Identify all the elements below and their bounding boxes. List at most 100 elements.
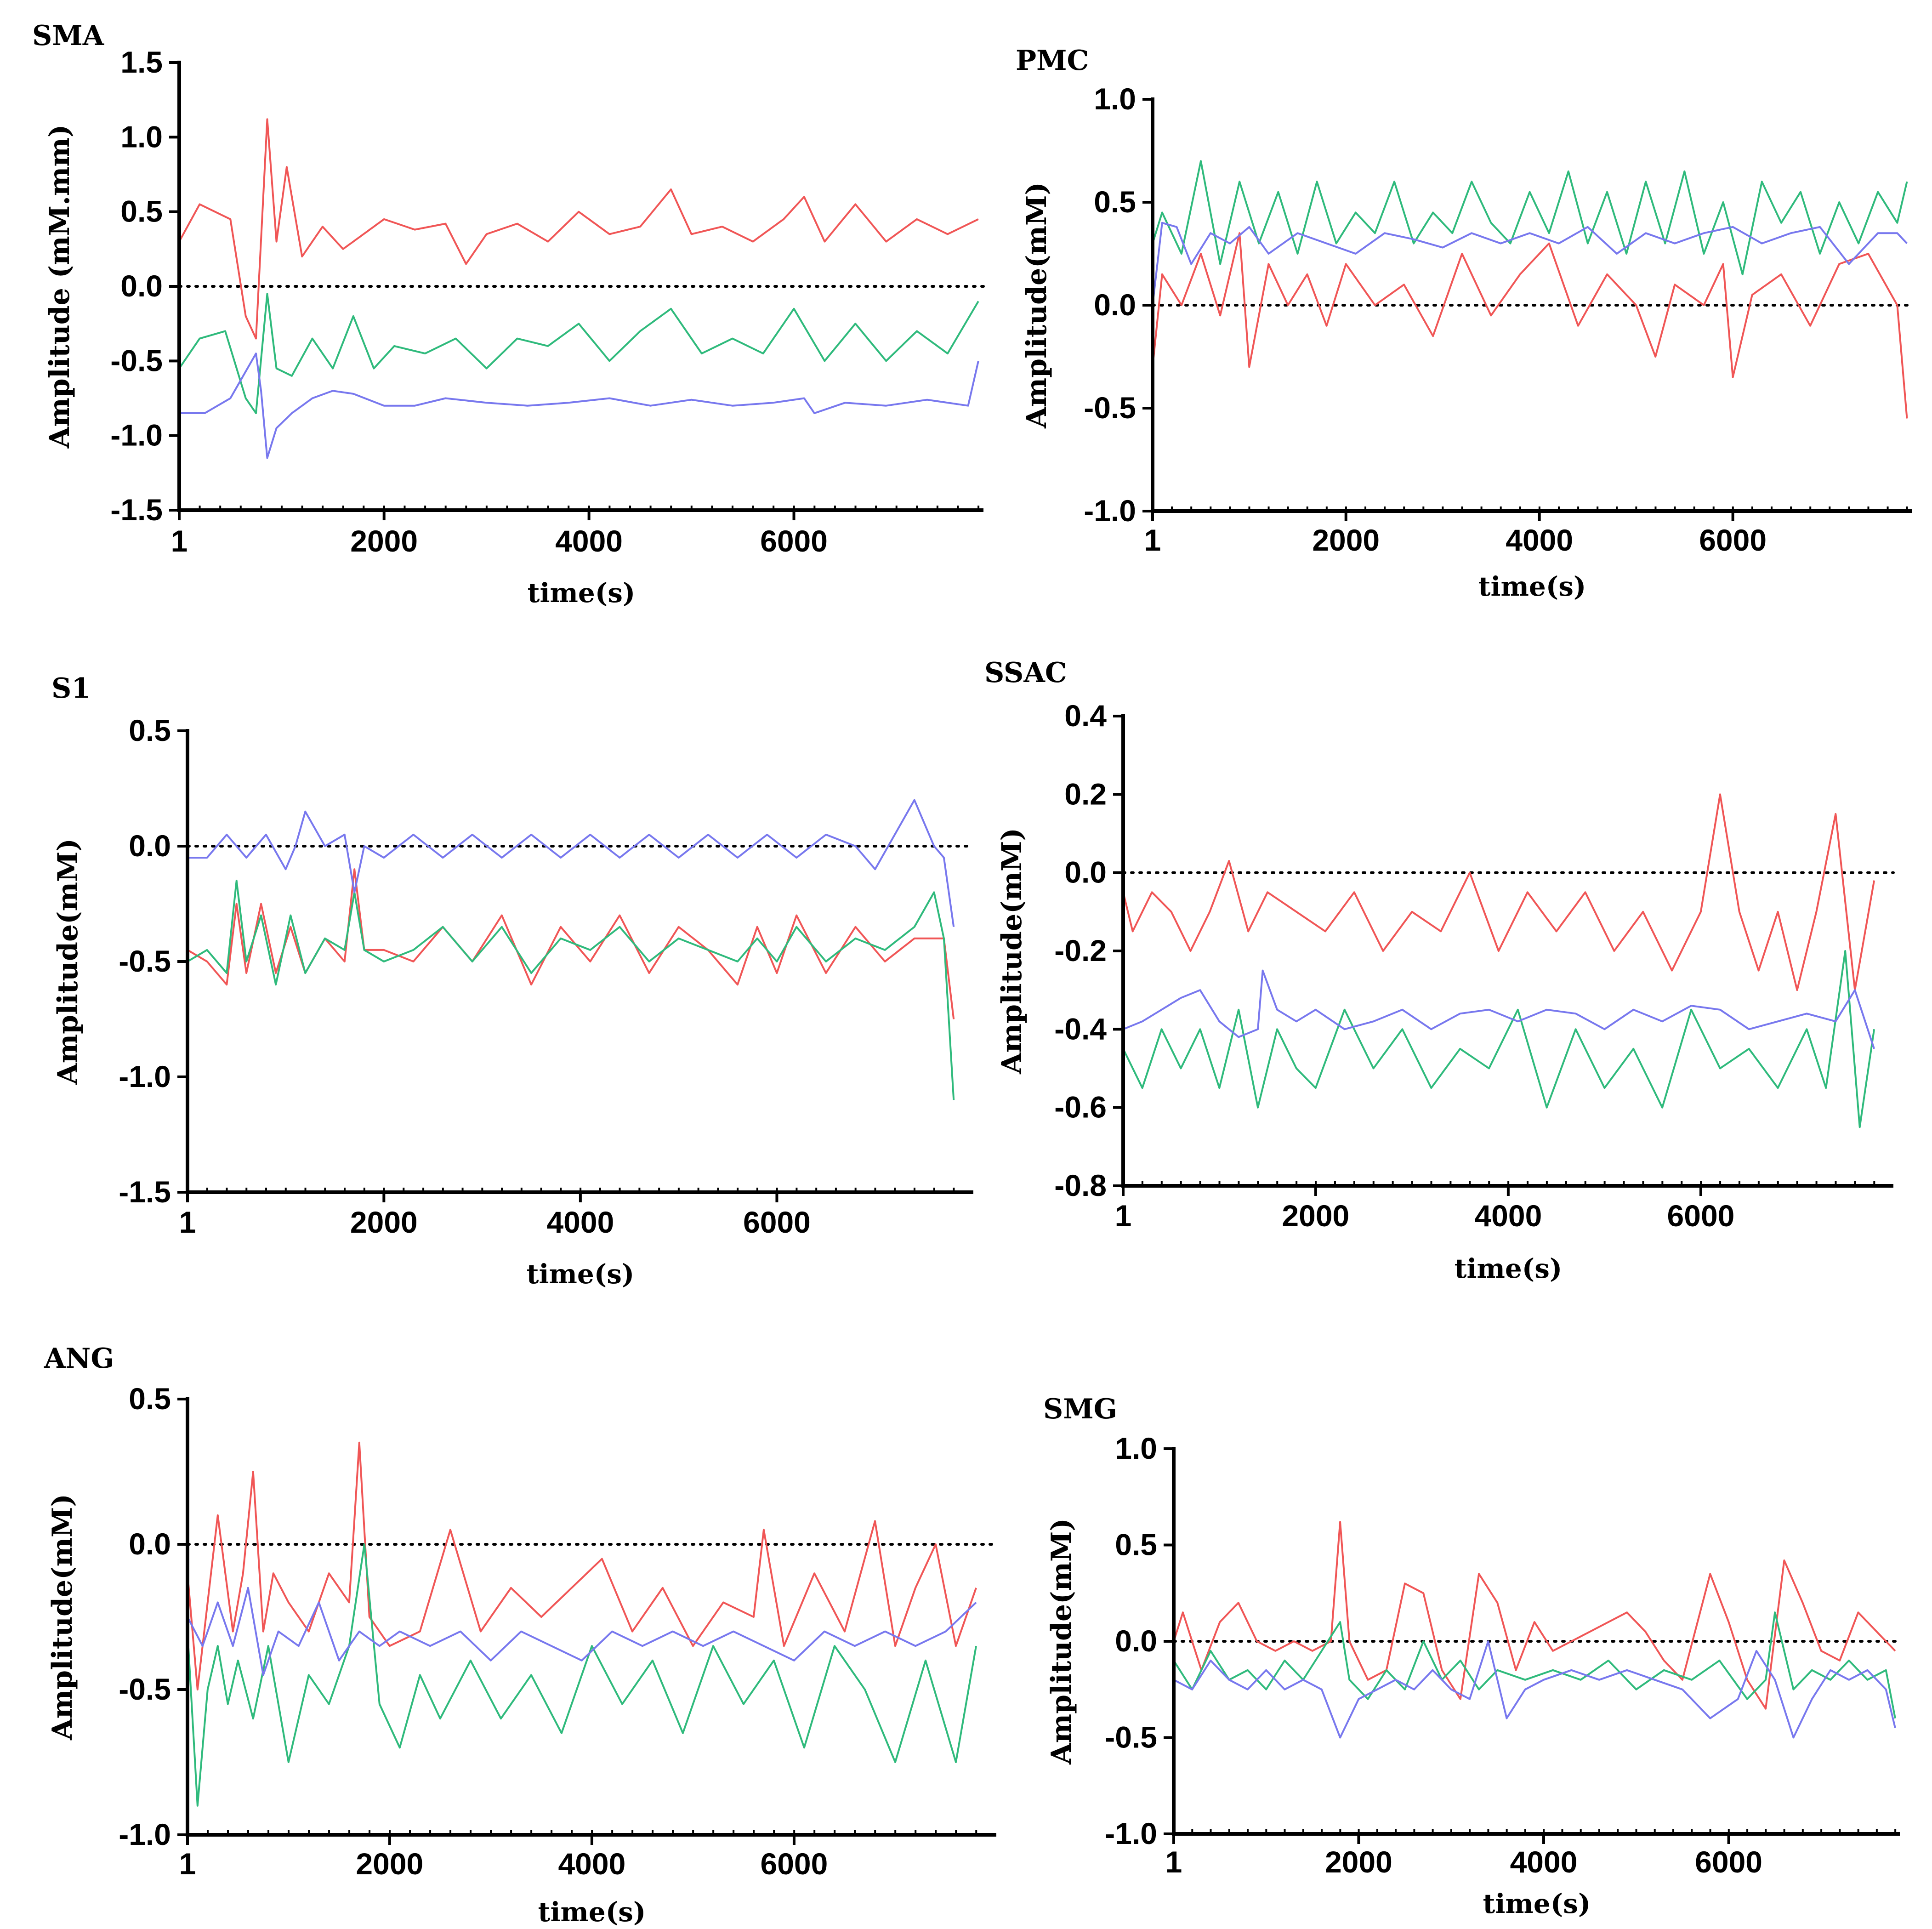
y-tick-label: 0.0	[1064, 855, 1107, 889]
x-tick-label: 2000	[1312, 523, 1380, 557]
series-line-green	[187, 880, 955, 1100]
y-tick-label: -0.5	[1084, 391, 1136, 425]
y-tick-label: -0.4	[1054, 1012, 1107, 1046]
x-axis-title: time(s)	[528, 577, 636, 609]
panel-title: SMA	[32, 20, 105, 52]
y-tick-label: 0.2	[1064, 777, 1107, 811]
series-line-red	[178, 118, 979, 340]
y-axis-title: Amplitude(mM)	[1021, 182, 1053, 429]
panel-pmc: PMC 1 2000 4000 6000 1.0 0.5 0.0 -0.5 -1.0 time(s)…	[1016, 45, 1913, 602]
x-tick-label: 6000	[1699, 523, 1767, 557]
y-tick-label: 0.5	[120, 194, 163, 228]
x-tick-label: 1	[179, 1847, 196, 1881]
y-axis-title: Amplitude (mM.mm)	[44, 125, 76, 449]
y-tick-label: -0.5	[119, 944, 171, 978]
y-tick-label: -1.0	[119, 1817, 171, 1851]
y-tick-label: 0.5	[1094, 185, 1136, 219]
panel-title: PMC	[1016, 45, 1089, 77]
x-axis-title: time(s)	[538, 1896, 646, 1928]
y-tick-label: 0.4	[1064, 699, 1107, 733]
panel-ssac: SSAC 1 2000 4000 6000 0.4 0.2 0.0 -0.2 -0.4 -0.6 -0…	[984, 657, 1895, 1284]
y-tick-label: 0.0	[120, 269, 163, 303]
x-tick-label: 1	[1144, 523, 1161, 557]
y-tick-label: 0.5	[129, 713, 171, 747]
y-tick-label: -0.5	[110, 343, 163, 377]
y-tick-label: 0.5	[129, 1382, 171, 1416]
x-tick-label: 4000	[1474, 1199, 1542, 1233]
series-line-blue	[187, 1587, 977, 1676]
x-tick-label: 6000	[743, 1205, 811, 1239]
x-tick-label: 6000	[760, 524, 828, 558]
y-tick-label: 1.5	[120, 45, 163, 79]
series-line-green	[187, 1543, 977, 1807]
series-line-green	[1152, 160, 1908, 275]
x-tick-label: 2000	[1325, 1845, 1392, 1879]
y-tick-label: -0.2	[1054, 933, 1107, 967]
x-tick-label: 2000	[356, 1847, 423, 1881]
x-tick-label: 6000	[761, 1847, 828, 1881]
y-axis-title: Amplitude(mM)	[46, 1494, 79, 1741]
x-tick-label: 4000	[558, 1847, 625, 1881]
y-tick-label: -0.5	[119, 1672, 171, 1706]
x-axis-title: time(s)	[1483, 1888, 1591, 1919]
y-tick-label: -1.0	[119, 1059, 171, 1093]
y-tick-label: -1.0	[110, 418, 163, 452]
x-tick-label: 4000	[546, 1205, 614, 1239]
y-tick-label: 1.0	[1094, 82, 1136, 116]
y-tick-label: -0.6	[1054, 1090, 1107, 1124]
series-line-red	[187, 868, 955, 1019]
panel-title: ANG	[44, 1343, 114, 1375]
x-tick-label: 4000	[1510, 1845, 1578, 1879]
x-tick-label: 6000	[1695, 1845, 1762, 1879]
y-tick-label: 1.0	[120, 119, 163, 154]
panel-sma: SMA 1 2000 4000 6000 1.5 1.0 0.5 0.0 -0.5 -1.0 -1.5…	[32, 20, 985, 609]
y-tick-label: -0.8	[1054, 1168, 1107, 1202]
x-tick-label: 2000	[350, 524, 418, 558]
y-tick-label: 1.0	[1115, 1431, 1157, 1465]
y-axis-title: Amplitude(mM)	[1046, 1518, 1078, 1765]
y-tick-label: -1.0	[1105, 1816, 1157, 1850]
x-tick-label: 6000	[1667, 1199, 1735, 1233]
x-tick-label: 4000	[1506, 523, 1573, 557]
x-tick-label: 2000	[350, 1205, 418, 1239]
series-line-blue	[1123, 969, 1875, 1049]
y-tick-label: -1.5	[119, 1175, 171, 1209]
y-tick-label: -1.0	[1084, 494, 1136, 528]
series-line-blue	[179, 353, 979, 459]
panel-title: SMG	[1043, 1393, 1117, 1425]
y-axis-title: Amplitude(mM)	[996, 828, 1028, 1075]
series-line-blue	[1173, 1640, 1896, 1739]
panel-smg: SMG 1 2000 4000 6000 1.0 0.5 0.0 -0.5 -1.0 time(s)…	[1043, 1393, 1901, 1919]
y-tick-label: 0.0	[129, 829, 171, 863]
x-tick-label: 4000	[555, 524, 623, 558]
y-tick-label: 0.5	[1115, 1528, 1157, 1562]
x-axis-title: time(s)	[527, 1258, 635, 1290]
series-line-red	[1173, 1521, 1896, 1710]
y-tick-label: -0.5	[1105, 1720, 1157, 1754]
y-tick-label: -1.5	[110, 493, 163, 527]
y-tick-label: 0.0	[1115, 1624, 1157, 1658]
y-tick-label: 0.0	[1094, 288, 1136, 322]
y-tick-label: 0.0	[129, 1527, 171, 1561]
panel-ang: ANG 1 2000 4000 6000 0.5 0.0 -0.5 -1.0 time(s) Amp…	[44, 1343, 998, 1928]
series-line-blue	[1152, 222, 1908, 306]
series-line-red	[187, 1441, 977, 1690]
x-tick-label: 1	[1165, 1845, 1182, 1879]
panel-title: SSAC	[984, 657, 1067, 689]
panel-title: S1	[51, 672, 91, 705]
series-line-red	[1122, 793, 1875, 991]
x-axis-title: time(s)	[1455, 1253, 1563, 1284]
series-line-green	[1173, 1611, 1896, 1718]
x-tick-label: 1	[1115, 1199, 1132, 1233]
x-tick-label: 1	[171, 524, 188, 558]
x-tick-label: 2000	[1282, 1199, 1349, 1233]
series-line-blue	[188, 799, 955, 927]
panel-s1: S1 1 2000 4000 6000 0.5 0.0 -0.5 -1.0 -1.5 time(s)…	[51, 672, 975, 1290]
series-line-green	[1122, 950, 1875, 1128]
series-line-red	[1152, 232, 1908, 419]
x-axis-title: time(s)	[1478, 571, 1586, 602]
series-line-green	[178, 293, 979, 414]
x-tick-label: 1	[179, 1205, 196, 1239]
y-axis-title: Amplitude(mM)	[52, 838, 84, 1085]
